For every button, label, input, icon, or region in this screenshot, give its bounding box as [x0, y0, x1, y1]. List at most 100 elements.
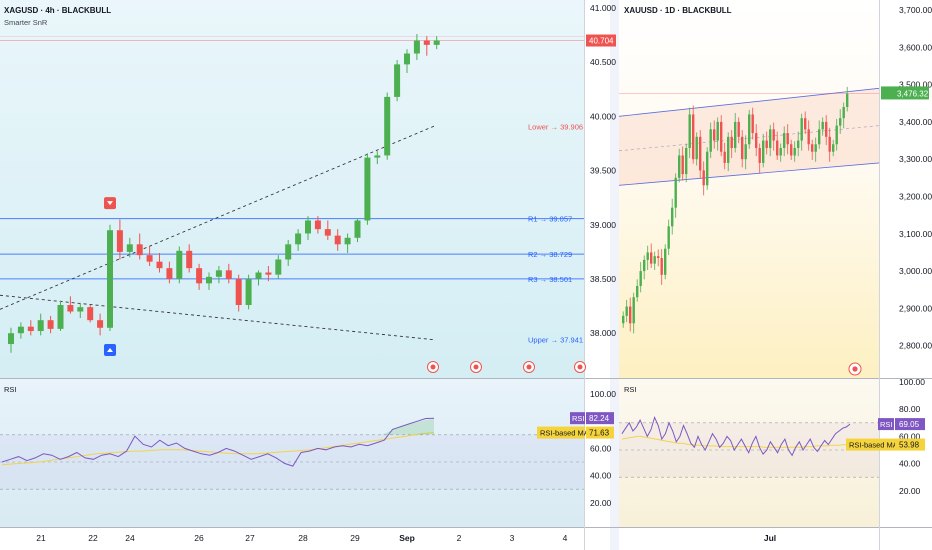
right-rsi-ma-tag: [846, 438, 895, 451]
candle-body: [255, 272, 262, 279]
candle-body: [734, 121, 737, 149]
candle-body: [295, 233, 302, 245]
candle-body: [800, 118, 803, 141]
candle-body: [285, 244, 292, 260]
right-rsi-line: [621, 415, 851, 457]
candle-body: [107, 230, 113, 328]
left-last-price-value: 40.704: [589, 37, 614, 46]
right-rsi-tick: 80.00: [899, 404, 921, 414]
channel-lower-dashed-line: [0, 125, 435, 310]
left-rsi-ma-value: 71.63: [589, 429, 610, 438]
right-rsi-value-tag: [895, 418, 925, 431]
candle-body: [727, 136, 730, 163]
right-price-tick: 3,600.00: [899, 42, 932, 52]
sr-level-label-r3: R3 → 38.501: [528, 275, 572, 284]
candle-body: [692, 114, 695, 160]
left-price-tick: 38.000: [590, 328, 616, 338]
candle-body: [699, 136, 702, 171]
candle-body: [235, 279, 242, 306]
left-date-label: 22: [88, 533, 98, 543]
left-rsi-ma-tag-label: RSI-based MA: [540, 429, 589, 438]
candle-body: [27, 326, 34, 332]
left-rsi-tick: 40.00: [590, 471, 612, 481]
candle-body: [176, 250, 183, 279]
candle-body: [744, 144, 747, 160]
left-last-price-tag: [586, 34, 616, 47]
economic-event-icon-dot: [577, 364, 583, 370]
candle-body: [664, 248, 667, 275]
candle-body: [660, 258, 663, 275]
left-price-tick: 40.500: [590, 57, 616, 67]
candle-body: [215, 270, 222, 277]
candle-body: [657, 256, 660, 259]
upper-label: Upper → 37.941: [528, 336, 583, 345]
right-price-tick: 3,000.00: [899, 266, 932, 276]
candle-body: [47, 320, 54, 329]
right-price-tick: 2,800.00: [899, 341, 932, 351]
right-date-label: Jul: [764, 533, 776, 543]
left-date-label: 29: [350, 533, 360, 543]
candle-body: [685, 148, 688, 175]
right-chart-title: XAUUSD · 1D · BLACKBULL: [624, 6, 732, 15]
left-price-tick: 39.000: [590, 220, 616, 230]
candle-body: [643, 259, 646, 272]
sr-level-label-r1: R1 → 39.057: [528, 215, 572, 224]
candle-body: [374, 155, 381, 158]
candle-body: [67, 305, 74, 312]
candle-body: [793, 148, 796, 156]
candle-body: [384, 96, 391, 156]
candle-body: [825, 121, 828, 137]
left-price-tick: 38.500: [590, 274, 616, 284]
left-rsi-value-tag: [586, 412, 614, 425]
candle-body: [706, 151, 709, 186]
left-date-label: 24: [125, 533, 135, 543]
left-rsi-overbought-fill: [382, 418, 434, 435]
candle-body: [811, 144, 814, 152]
candle-body: [126, 244, 133, 252]
candle-body: [97, 320, 104, 328]
candle-body: [653, 256, 656, 264]
candle-body: [625, 306, 628, 316]
left-rsi-tag: [570, 412, 585, 425]
candle-body: [622, 315, 625, 324]
candle-body: [667, 226, 670, 249]
economic-event-icon-dot: [526, 364, 532, 370]
candle-body: [196, 268, 203, 284]
left-date-label: 26: [194, 533, 204, 543]
candle-body: [723, 151, 726, 163]
candle-body: [354, 220, 361, 238]
right-price-tick: 3,700.00: [899, 5, 932, 15]
right-price-pane: [619, 0, 879, 378]
candle-body: [324, 229, 331, 236]
candle-body: [37, 320, 44, 332]
candle-body: [758, 148, 761, 163]
left-indicator-name: Smarter SnR: [4, 18, 48, 27]
candle-body: [702, 170, 705, 186]
left-rsi-ma-value-tag: [586, 426, 614, 439]
pane-separator: [610, 0, 619, 550]
right-channel-top-line: [618, 87, 880, 117]
candle-body: [671, 207, 674, 227]
candle-body: [839, 118, 842, 126]
candle-body: [364, 157, 371, 221]
candle-body: [423, 40, 430, 45]
rsi-band-fill: [0, 434, 584, 490]
candle-body: [404, 53, 410, 65]
candle-body: [305, 220, 311, 234]
candle-body: [166, 268, 173, 279]
left-rsi-pane: [0, 379, 584, 527]
candle-body: [828, 136, 831, 152]
left-price-tick: 40.000: [590, 111, 616, 121]
candle-body: [779, 148, 782, 156]
right-rsi-label: RSI: [624, 385, 637, 394]
candle-body: [678, 155, 681, 178]
candle-body: [394, 64, 401, 97]
candle-body: [709, 129, 712, 152]
left-date-label: 27: [245, 533, 255, 543]
left-rsi-tag-label: RSI: [572, 414, 585, 423]
candle-body: [846, 93, 849, 107]
lower-label: Lower → 39.906: [528, 123, 583, 132]
right-rsi-tick: 20.00: [899, 486, 921, 496]
candle-body: [225, 270, 232, 279]
economic-event-icon-dot: [473, 364, 479, 370]
